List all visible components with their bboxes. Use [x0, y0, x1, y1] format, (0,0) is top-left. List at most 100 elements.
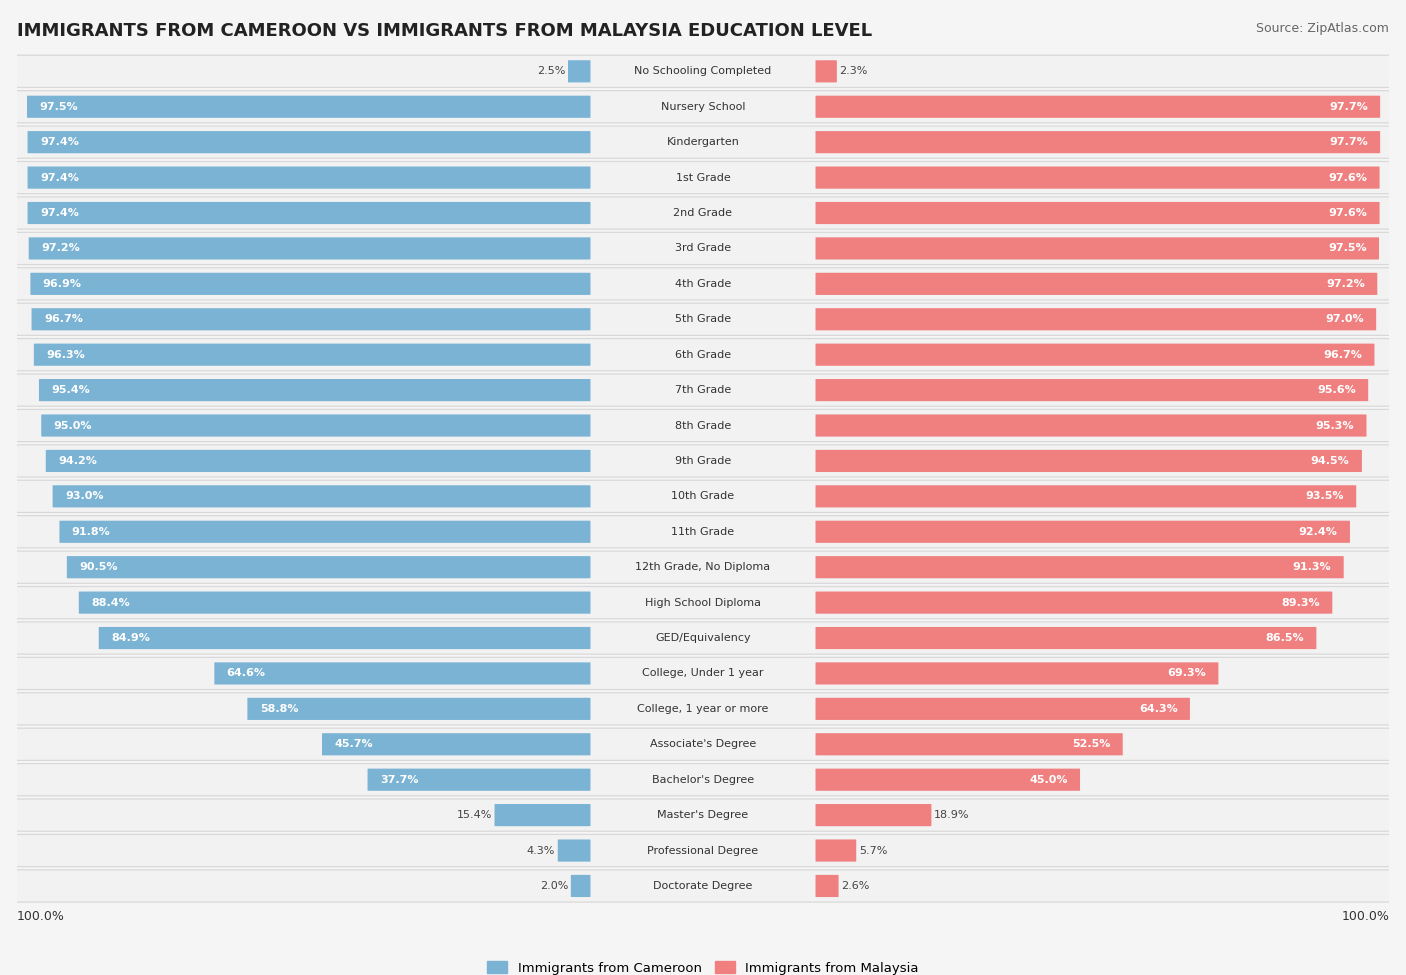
Text: 97.6%: 97.6%: [1329, 173, 1367, 182]
FancyBboxPatch shape: [815, 662, 1219, 684]
Text: 45.0%: 45.0%: [1029, 775, 1067, 785]
FancyBboxPatch shape: [815, 449, 1362, 472]
FancyBboxPatch shape: [815, 733, 1123, 756]
FancyBboxPatch shape: [0, 126, 1406, 159]
Text: 4.3%: 4.3%: [527, 845, 555, 855]
FancyBboxPatch shape: [8, 56, 1398, 87]
FancyBboxPatch shape: [0, 196, 1406, 230]
FancyBboxPatch shape: [8, 127, 1398, 158]
Text: 96.9%: 96.9%: [42, 279, 82, 289]
FancyBboxPatch shape: [0, 232, 1406, 265]
Text: 2.0%: 2.0%: [540, 881, 568, 891]
FancyBboxPatch shape: [39, 379, 591, 401]
Text: Associate's Degree: Associate's Degree: [650, 739, 756, 749]
FancyBboxPatch shape: [41, 414, 591, 437]
Text: 8th Grade: 8th Grade: [675, 420, 731, 431]
FancyBboxPatch shape: [8, 481, 1398, 512]
Text: 45.7%: 45.7%: [335, 739, 373, 749]
FancyBboxPatch shape: [8, 587, 1398, 618]
FancyBboxPatch shape: [815, 60, 837, 83]
FancyBboxPatch shape: [28, 202, 591, 224]
Text: 97.6%: 97.6%: [1329, 208, 1367, 218]
Text: 37.7%: 37.7%: [380, 775, 419, 785]
FancyBboxPatch shape: [815, 343, 1375, 366]
FancyBboxPatch shape: [568, 60, 591, 83]
Text: 88.4%: 88.4%: [91, 598, 129, 607]
Text: 97.0%: 97.0%: [1326, 314, 1364, 325]
FancyBboxPatch shape: [0, 480, 1406, 513]
Text: Bachelor's Degree: Bachelor's Degree: [652, 775, 754, 785]
Text: 2nd Grade: 2nd Grade: [673, 208, 733, 218]
FancyBboxPatch shape: [815, 592, 1333, 613]
Text: Source: ZipAtlas.com: Source: ZipAtlas.com: [1256, 22, 1389, 35]
FancyBboxPatch shape: [8, 233, 1398, 264]
FancyBboxPatch shape: [8, 374, 1398, 406]
Text: 96.7%: 96.7%: [1323, 350, 1362, 360]
Text: Professional Degree: Professional Degree: [647, 845, 759, 855]
Legend: Immigrants from Cameroon, Immigrants from Malaysia: Immigrants from Cameroon, Immigrants fro…: [482, 956, 924, 975]
FancyBboxPatch shape: [31, 308, 591, 331]
Text: 97.4%: 97.4%: [39, 137, 79, 147]
FancyBboxPatch shape: [815, 202, 1379, 224]
FancyBboxPatch shape: [0, 621, 1406, 655]
FancyBboxPatch shape: [0, 727, 1406, 761]
Text: 100.0%: 100.0%: [17, 910, 65, 922]
FancyBboxPatch shape: [0, 55, 1406, 88]
Text: 5th Grade: 5th Grade: [675, 314, 731, 325]
FancyBboxPatch shape: [367, 768, 591, 791]
Text: Nursery School: Nursery School: [661, 101, 745, 112]
FancyBboxPatch shape: [31, 273, 591, 294]
FancyBboxPatch shape: [0, 763, 1406, 797]
Text: 95.6%: 95.6%: [1317, 385, 1355, 395]
Text: 97.4%: 97.4%: [39, 173, 79, 182]
Text: 95.0%: 95.0%: [53, 420, 91, 431]
FancyBboxPatch shape: [815, 273, 1378, 294]
Text: 2.3%: 2.3%: [839, 66, 868, 76]
FancyBboxPatch shape: [0, 657, 1406, 690]
Text: 96.3%: 96.3%: [46, 350, 84, 360]
FancyBboxPatch shape: [8, 446, 1398, 477]
FancyBboxPatch shape: [0, 551, 1406, 584]
Text: 58.8%: 58.8%: [260, 704, 298, 714]
FancyBboxPatch shape: [0, 161, 1406, 194]
Text: Master's Degree: Master's Degree: [658, 810, 748, 820]
Text: 64.3%: 64.3%: [1139, 704, 1178, 714]
FancyBboxPatch shape: [815, 96, 1381, 118]
FancyBboxPatch shape: [52, 486, 591, 507]
Text: 97.2%: 97.2%: [41, 244, 80, 254]
FancyBboxPatch shape: [98, 627, 591, 649]
FancyBboxPatch shape: [0, 586, 1406, 619]
Text: 97.7%: 97.7%: [1329, 137, 1368, 147]
FancyBboxPatch shape: [815, 839, 856, 862]
FancyBboxPatch shape: [8, 92, 1398, 122]
FancyBboxPatch shape: [815, 521, 1350, 543]
FancyBboxPatch shape: [8, 764, 1398, 796]
Text: 95.3%: 95.3%: [1316, 420, 1354, 431]
FancyBboxPatch shape: [815, 237, 1379, 259]
FancyBboxPatch shape: [28, 237, 591, 259]
FancyBboxPatch shape: [495, 804, 591, 826]
FancyBboxPatch shape: [247, 698, 591, 720]
FancyBboxPatch shape: [8, 339, 1398, 370]
FancyBboxPatch shape: [0, 338, 1406, 371]
Text: Doctorate Degree: Doctorate Degree: [654, 881, 752, 891]
FancyBboxPatch shape: [67, 556, 591, 578]
Text: 93.5%: 93.5%: [1305, 491, 1344, 501]
Text: 97.7%: 97.7%: [1329, 101, 1368, 112]
FancyBboxPatch shape: [815, 875, 838, 897]
Text: 90.5%: 90.5%: [79, 563, 118, 572]
FancyBboxPatch shape: [8, 552, 1398, 583]
FancyBboxPatch shape: [28, 167, 591, 189]
FancyBboxPatch shape: [0, 90, 1406, 124]
Text: 9th Grade: 9th Grade: [675, 456, 731, 466]
Text: 2.5%: 2.5%: [537, 66, 565, 76]
FancyBboxPatch shape: [8, 162, 1398, 193]
Text: 5.7%: 5.7%: [859, 845, 887, 855]
FancyBboxPatch shape: [28, 131, 591, 153]
Text: College, 1 year or more: College, 1 year or more: [637, 704, 769, 714]
FancyBboxPatch shape: [0, 409, 1406, 443]
FancyBboxPatch shape: [8, 304, 1398, 334]
FancyBboxPatch shape: [8, 728, 1398, 760]
Text: 97.5%: 97.5%: [1329, 244, 1367, 254]
FancyBboxPatch shape: [0, 515, 1406, 549]
